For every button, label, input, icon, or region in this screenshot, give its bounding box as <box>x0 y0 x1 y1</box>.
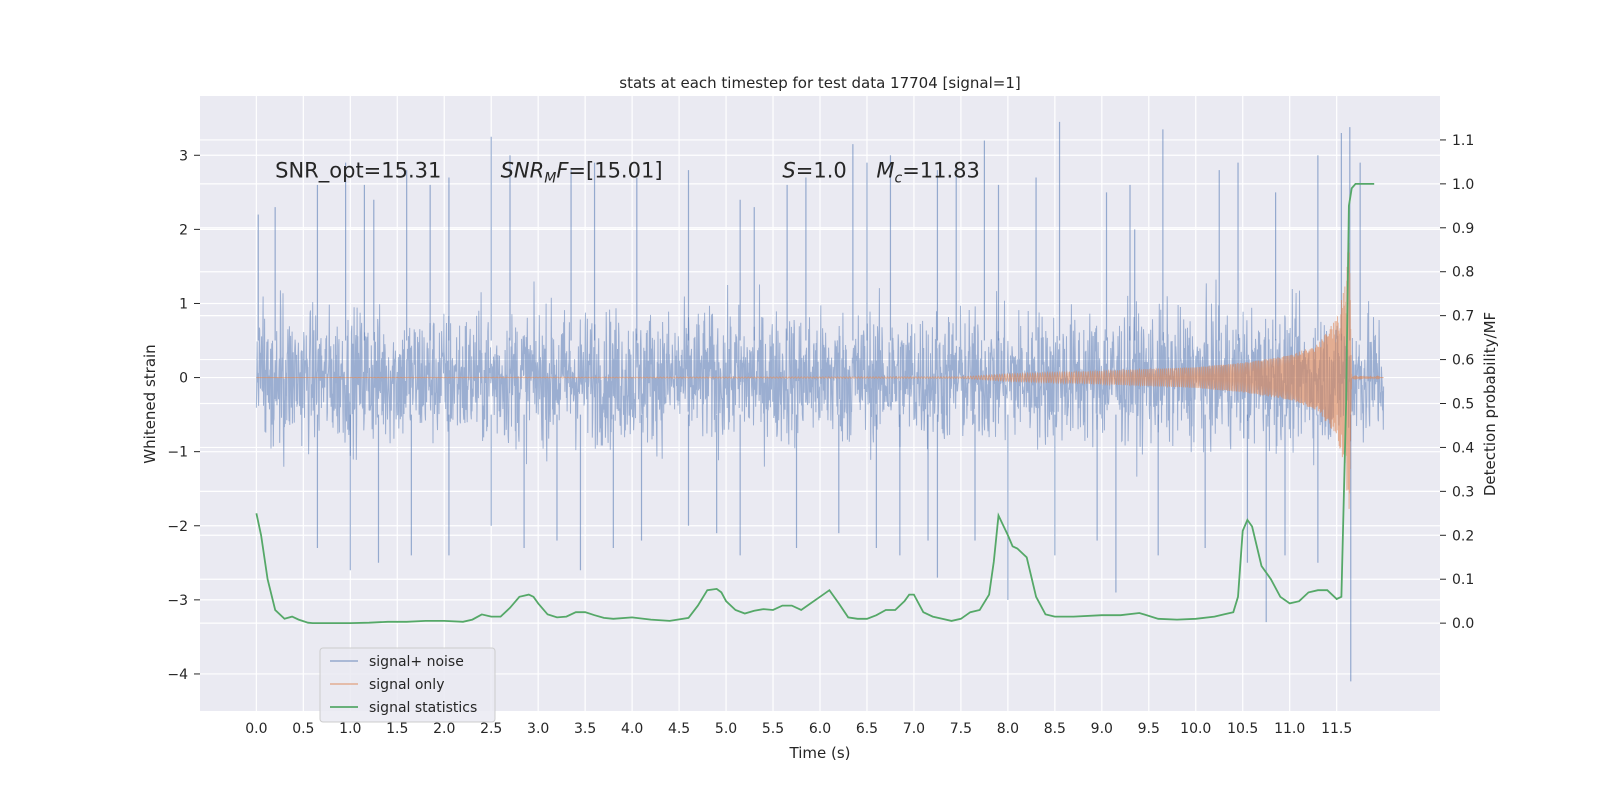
y-left-tick-label-6: −3 <box>167 593 188 609</box>
x-tick-label-13: 6.5 <box>856 721 878 737</box>
y-left-tick-label-2: 1 <box>179 296 188 312</box>
x-tick-label-6: 3.0 <box>527 721 549 737</box>
legend-box <box>319 647 496 723</box>
x-tick-label-20: 10.0 <box>1180 721 1211 737</box>
annotation-1-part-1: M <box>544 171 556 187</box>
annotation-2-part-0: S <box>782 159 795 183</box>
x-tick-label-2: 1.0 <box>339 721 361 737</box>
y-left-tick-label-7: −4 <box>167 667 188 683</box>
y-right-tick-label-2: 0.9 <box>1452 221 1474 237</box>
y-right-tick-label-7: 0.4 <box>1452 440 1474 456</box>
annotation-1-part-0: SNR <box>501 159 545 183</box>
annotation-3-part-2: =11.83 <box>902 159 980 183</box>
x-tick-label-19: 9.5 <box>1138 721 1160 737</box>
series-signal-only-line <box>256 242 1384 509</box>
x-tick-label-8: 4.0 <box>621 721 643 737</box>
legend-label-signal-only: signal only <box>369 677 444 693</box>
x-tick-label-14: 7.0 <box>903 721 925 737</box>
annotation-1: SNRMF=[15.01] <box>501 159 663 187</box>
x-tick-label-1: 0.5 <box>292 721 314 737</box>
x-tick-label-12: 6.0 <box>809 721 831 737</box>
y-right-tick-label-3: 0.8 <box>1452 265 1474 281</box>
x-tick-label-23: 11.5 <box>1321 721 1352 737</box>
annotation-0: SNR_opt=15.31 <box>275 159 441 184</box>
plot-content <box>255 121 1385 682</box>
y-left-tick-label-1: 2 <box>179 222 188 238</box>
annotation-3-part-0: M <box>876 159 894 183</box>
x-tick-label-10: 5.0 <box>715 721 737 737</box>
x-tick-label-17: 8.5 <box>1044 721 1066 737</box>
legend: signal+ noise signal only signal statist… <box>319 647 496 723</box>
x-tick-label-18: 9.0 <box>1091 721 1113 737</box>
y-axis-right-label: Detection probability/MF <box>1481 312 1499 496</box>
y-right-tick-label-5: 0.6 <box>1452 353 1474 369</box>
annotation-2-part-1: =1.0 <box>796 159 847 183</box>
x-tick-label-15: 7.5 <box>950 721 972 737</box>
x-tick-label-9: 4.5 <box>668 721 690 737</box>
x-tick-label-5: 2.5 <box>480 721 502 737</box>
x-tick-label-16: 8.0 <box>997 721 1019 737</box>
annotations: SNR_opt=15.31 SNRMF=[15.01] S=1.0 Mc=11.83 <box>275 159 980 187</box>
y-axis-left-label: Whitened strain <box>141 344 159 463</box>
y-left-tick-label-5: −2 <box>167 519 188 535</box>
chart-title: stats at each timestep for test data 177… <box>619 74 1020 92</box>
annotation-1-part-2: F <box>556 159 569 183</box>
x-tick-label-4: 2.0 <box>433 721 455 737</box>
y-right-tick-label-6: 0.5 <box>1452 397 1474 413</box>
x-tick-label-0: 0.0 <box>245 721 267 737</box>
y-left-tick-label-0: 3 <box>179 148 188 164</box>
x-axis-label: Time (s) <box>789 744 851 762</box>
legend-label-signal-noise: signal+ noise <box>369 654 464 670</box>
annotation-1-part-3: =[15.01] <box>568 159 662 183</box>
x-tick-label-11: 5.5 <box>762 721 784 737</box>
x-tick-label-7: 3.5 <box>574 721 596 737</box>
y-right-tick-label-11: 0.0 <box>1452 616 1474 632</box>
y-left-tick-label-4: −1 <box>167 445 188 461</box>
x-tick-label-21: 10.5 <box>1227 721 1258 737</box>
y-right-tick-label-1: 1.0 <box>1452 177 1474 193</box>
y-left-tick-label-3: 0 <box>179 371 188 387</box>
y-right-tick-label-10: 0.1 <box>1452 572 1474 588</box>
annotation-3: Mc=11.83 <box>876 159 980 187</box>
axes: 0.0 0.5 1.0 1.5 2.0 2.5 3.0 3.5 4.0 4.5 5.0 5.5 6.0 6… <box>167 133 1474 737</box>
series-signal-statistics-line <box>255 182 1375 624</box>
y-right-tick-label-8: 0.3 <box>1452 484 1474 500</box>
series-signal-noise-line <box>255 279 1385 477</box>
x-tick-label-22: 11.0 <box>1274 721 1305 737</box>
legend-label-signal-statistics: signal statistics <box>369 700 477 716</box>
y-right-tick-label-9: 0.2 <box>1452 528 1474 544</box>
y-right-tick-label-0: 1.1 <box>1452 133 1474 149</box>
annotation-3-part-1: c <box>894 171 902 187</box>
annotation-0-part-0: SNR_opt=15.31 <box>275 159 441 184</box>
x-tick-label-3: 1.5 <box>386 721 408 737</box>
y-right-tick-label-4: 0.7 <box>1452 309 1474 325</box>
annotation-2: S=1.0 <box>782 159 846 183</box>
